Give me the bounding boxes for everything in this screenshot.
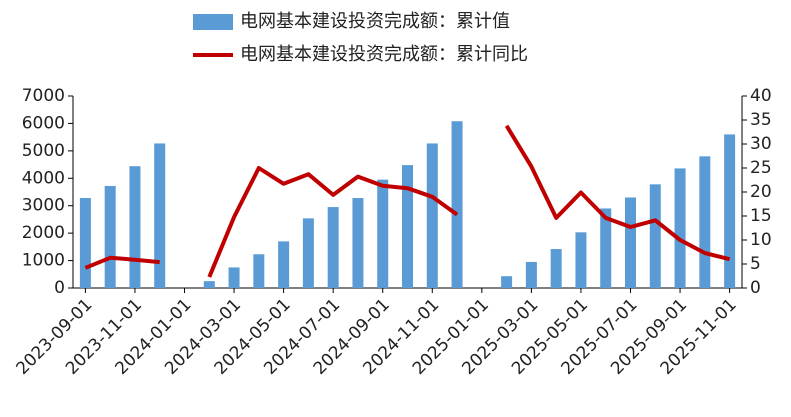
line [84, 124, 731, 278]
bar [154, 143, 166, 288]
legend-label: 电网基本建设投资完成额：累计值 [240, 11, 510, 32]
y-tick-label: 0 [54, 278, 65, 298]
bar [79, 198, 91, 288]
bar [302, 218, 314, 288]
y2-tick-label: 35 [750, 110, 772, 130]
y2-tick-label: 15 [750, 206, 772, 226]
y2-tick-label: 20 [750, 182, 772, 202]
y-tick-label: 2000 [22, 223, 65, 243]
bar [600, 208, 612, 288]
y-tick-label: 3000 [22, 196, 65, 216]
bar [699, 156, 711, 288]
bar [724, 134, 736, 288]
bar [649, 184, 661, 288]
y-tick-label: 5000 [22, 141, 65, 161]
bar [278, 241, 290, 288]
bar [402, 165, 413, 288]
y2-tick-label: 25 [750, 158, 772, 178]
bar [228, 267, 240, 288]
bar [327, 207, 339, 288]
y-tick-label: 1000 [22, 251, 65, 271]
bar [525, 261, 537, 288]
bar [377, 179, 389, 288]
bar [352, 198, 364, 288]
y-tick-label: 7000 [22, 86, 65, 106]
y2-tick-label: 30 [750, 134, 772, 154]
bar [550, 249, 562, 288]
bar [203, 281, 215, 288]
y2-tick-label: 40 [750, 86, 772, 106]
bar [501, 276, 513, 288]
y2-tick-label: 5 [750, 254, 761, 274]
legend-swatch [193, 14, 233, 30]
bar [426, 143, 438, 288]
y-tick-label: 4000 [22, 168, 65, 188]
bar [451, 121, 463, 288]
y-tick-label: 6000 [22, 113, 65, 133]
bar [625, 197, 636, 288]
bar [575, 232, 587, 288]
bar [104, 185, 116, 288]
bar [674, 168, 686, 288]
y2-tick-label: 10 [750, 230, 772, 250]
y2-tick-label: 0 [750, 278, 761, 298]
bar [129, 166, 141, 288]
legend-label: 电网基本建设投资完成额：累计同比 [240, 44, 528, 65]
bar [253, 254, 265, 288]
